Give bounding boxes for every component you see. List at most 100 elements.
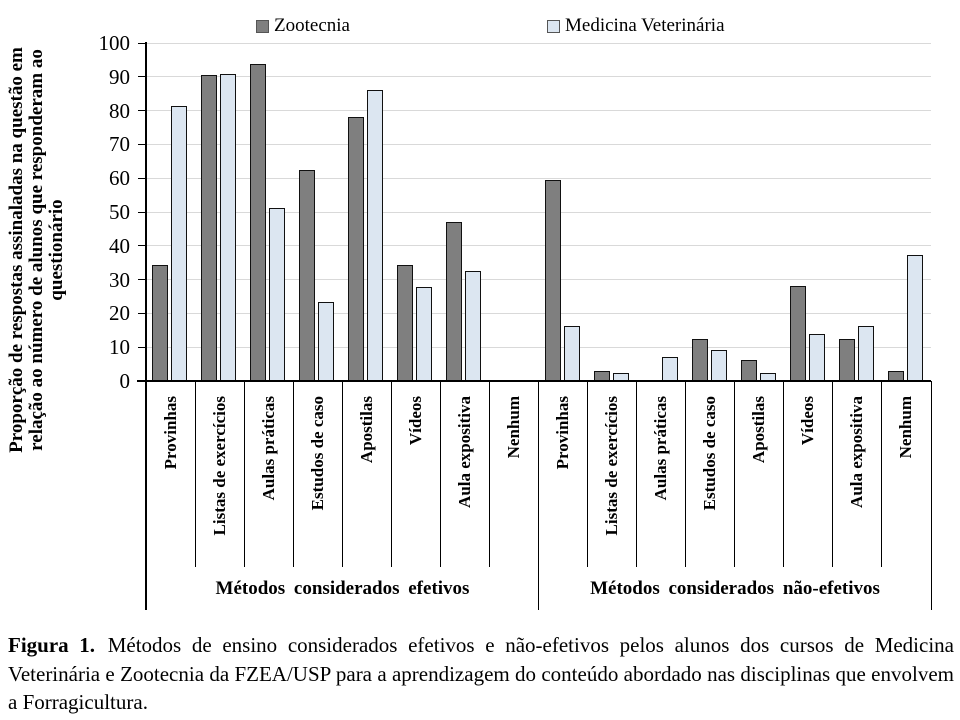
category-separator (194, 381, 196, 567)
category-cell: Provinhas (539, 382, 588, 567)
gridline (146, 177, 931, 179)
legend-item-medicina-veterinaria: Medicina Veterinária (547, 16, 725, 36)
category-label: Listas de exercícios (602, 396, 622, 536)
y-tick-label: 90 (109, 64, 130, 89)
category-cell: Vídeos (391, 382, 440, 567)
gridline (146, 110, 931, 112)
y-tick-label: 100 (98, 31, 131, 55)
category-separator (636, 381, 638, 567)
bar-medicina-veterinaria (465, 270, 482, 381)
category-label: Provinhas (553, 396, 573, 470)
y-axis-tick (138, 380, 146, 382)
caption-text: Métodos de ensino considerados efetivos … (8, 633, 954, 714)
legend-item-zootecnia: Zootecnia (256, 16, 350, 36)
gridline (146, 211, 931, 213)
category-cell: Apostilas (342, 382, 391, 567)
category-separator (439, 381, 441, 567)
category-label: Apostilas (356, 396, 376, 464)
bar-medicina-veterinaria (906, 255, 923, 381)
bar-medicina-veterinaria (318, 302, 335, 381)
y-axis-tick (138, 279, 146, 281)
group-label-efetivos: Métodos considerados efetivos (215, 577, 470, 599)
category-cell: Listas de exercícios (588, 382, 637, 567)
category-label: Aulas práticas (258, 396, 278, 501)
category-cell: Aula expositiva (833, 382, 882, 567)
y-axis-title-line: Proporção de respostas assinaladas na qu… (6, 47, 27, 453)
figure-caption: Figura 1. Métodos de ensino considerados… (8, 631, 954, 717)
bar-medicina-veterinaria (416, 286, 433, 381)
group-separator (930, 381, 932, 610)
category-cell: Apostilas (735, 382, 784, 567)
gridline (146, 143, 931, 145)
y-tick-label: 10 (109, 335, 130, 360)
y-tick-label: 20 (109, 301, 130, 326)
bar-zootecnia (250, 63, 267, 381)
gridline (146, 312, 931, 314)
category-cell: Aula expositiva (440, 382, 489, 567)
zootecnia-swatch-icon (256, 19, 269, 33)
gridline (146, 76, 931, 78)
category-label: Vídeos (405, 396, 425, 446)
y-axis-tick (138, 110, 146, 112)
y-tick-label: 30 (109, 267, 130, 292)
bar-medicina-veterinaria (661, 357, 678, 381)
group-separator (538, 381, 539, 610)
bar-medicina-veterinaria (857, 325, 874, 381)
y-axis-tick (138, 143, 146, 145)
group-separator (145, 381, 147, 610)
category-separator (292, 381, 294, 567)
legend-label-zootecnia: Zootecnia (274, 15, 350, 36)
bar-zootecnia (789, 286, 806, 381)
bar-medicina-veterinaria (808, 333, 825, 381)
category-cell: Aulas práticas (244, 382, 293, 567)
category-separator (881, 381, 883, 567)
y-axis-title-line: questionário (46, 199, 67, 301)
legend-label-medicina-veterinaria: Medicina Veterinária (565, 15, 725, 36)
y-tick-label: 50 (109, 200, 130, 224)
y-axis-tick (138, 346, 146, 348)
category-label: Aula expositiva (847, 396, 867, 508)
y-axis-title: Proporção de respostas assinaladas na qu… (6, 0, 69, 510)
category-cell: Aulas práticas (637, 382, 686, 567)
category-label: Nenhum (896, 396, 916, 459)
gridline (146, 42, 931, 44)
category-cell: Estudos de caso (686, 382, 735, 567)
bar-medicina-veterinaria (710, 349, 727, 381)
category-separator (783, 381, 785, 567)
category-separator (587, 381, 589, 567)
y-axis-tick (138, 42, 146, 44)
y-axis-tick (138, 312, 146, 314)
category-label: Listas de exercícios (209, 396, 229, 536)
bar-zootecnia (446, 222, 463, 381)
medicina-veterinaria-swatch-icon (547, 19, 560, 33)
category-label: Nenhum (503, 396, 523, 459)
y-axis-tick (138, 76, 146, 78)
category-label: Estudos de caso (307, 396, 327, 511)
category-label: Aulas práticas (651, 396, 671, 501)
category-cell: Nenhum (882, 382, 931, 567)
x-axis-line (137, 380, 931, 382)
bar-zootecnia (348, 117, 365, 381)
bar-medicina-veterinaria (367, 90, 384, 381)
category-separator (390, 381, 392, 567)
y-tick-label: 70 (109, 132, 130, 157)
category-cell: Nenhum (489, 382, 538, 567)
bar-zootecnia (397, 264, 414, 381)
bar-medicina-veterinaria (220, 74, 237, 381)
category-label: Apostilas (749, 396, 769, 464)
y-axis-line (145, 42, 147, 382)
bar-medicina-veterinaria (171, 105, 187, 381)
caption-label: Figura 1. (8, 633, 96, 657)
bar-medicina-veterinaria (269, 207, 286, 381)
bar-zootecnia (201, 74, 218, 381)
category-cell: Listas de exercícios (195, 382, 244, 567)
y-axis-tick (138, 211, 146, 213)
category-label: Vídeos (798, 396, 818, 446)
category-label: Estudos de caso (700, 396, 720, 511)
category-separator (488, 381, 490, 567)
gridline (146, 245, 931, 247)
bar-medicina-veterinaria (563, 325, 580, 381)
gridline (146, 346, 931, 348)
category-separator (341, 381, 343, 567)
bar-zootecnia (740, 359, 757, 381)
